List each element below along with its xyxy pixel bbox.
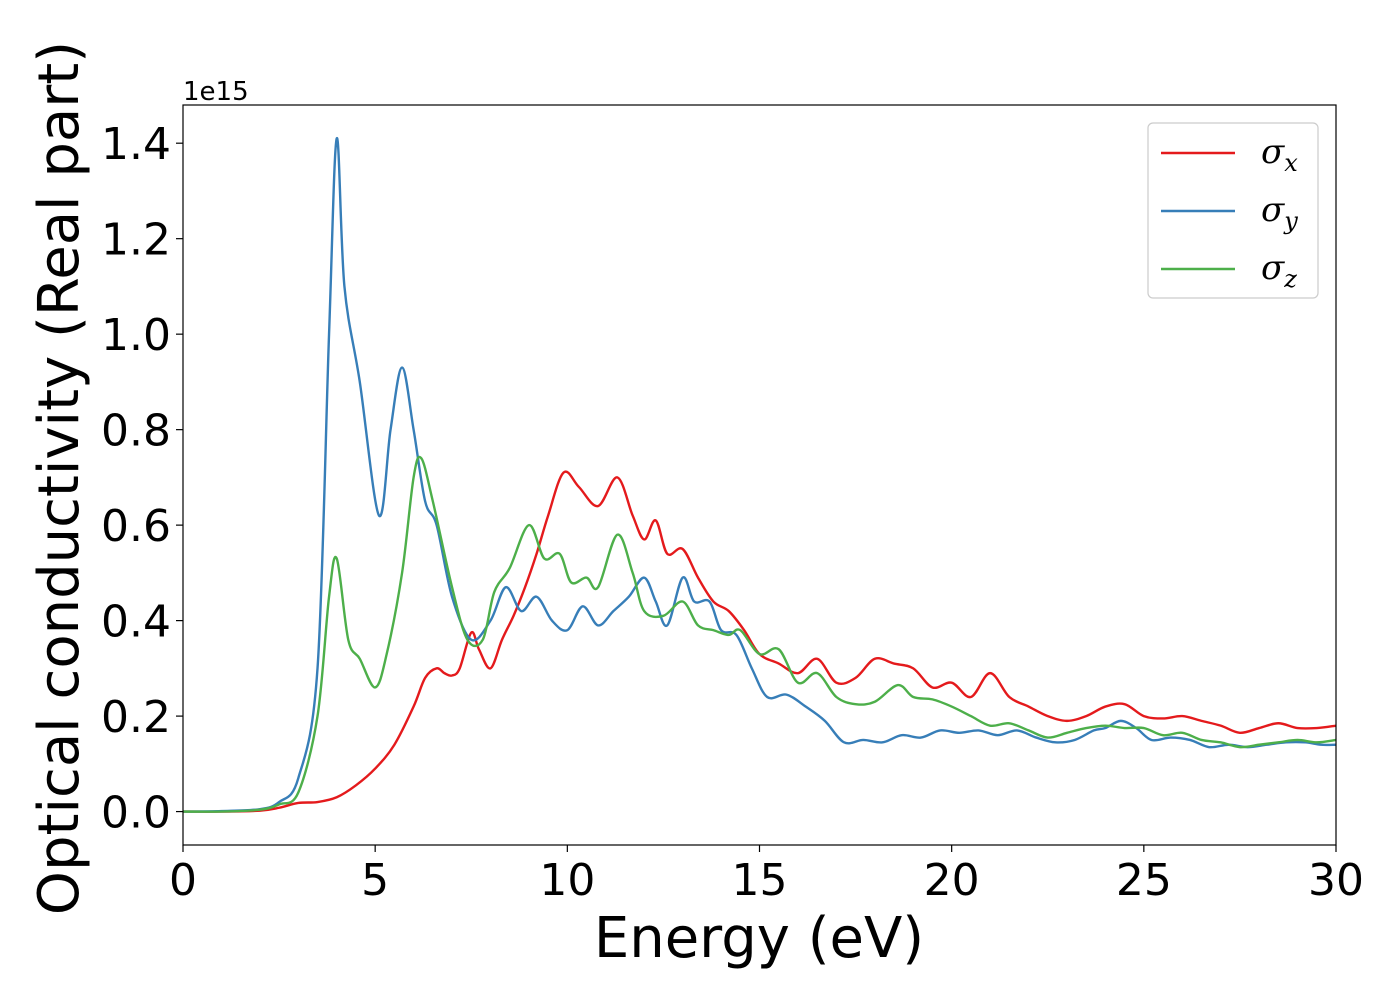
x-axis-ticks: 0 5 10 15 20 25 30 [169, 845, 1364, 906]
legend-label-x: σx [1261, 132, 1298, 177]
series-layer [182, 137, 1337, 813]
series-line-x [182, 470, 1337, 813]
x-tick-label: 10 [539, 855, 595, 906]
y-axis-ticks: 0.0 0.2 0.4 0.6 0.8 1.0 1.2 1.4 [101, 119, 183, 839]
y-tick-label: 0.0 [101, 788, 171, 839]
series-line-z [182, 455, 1337, 813]
y-tick-label: 0.6 [101, 501, 171, 552]
x-tick-label: 30 [1308, 855, 1364, 906]
y-tick-label: 1.4 [101, 119, 171, 170]
x-tick-label: 5 [361, 855, 389, 906]
y-offset-label: 1e15 [183, 77, 249, 107]
x-tick-label: 20 [924, 855, 980, 906]
x-axis-label: Energy (eV) [594, 906, 924, 971]
x-tick-label: 0 [169, 855, 197, 906]
y-tick-label: 0.8 [101, 406, 171, 457]
y-tick-label: 0.4 [101, 597, 171, 648]
y-tick-label: 1.2 [101, 215, 171, 266]
x-tick-label: 25 [1116, 855, 1172, 906]
y-axis-label: Optical conductivity (Real part) [27, 41, 92, 915]
series-line-y [182, 137, 1337, 813]
legend-label-z: σz [1261, 248, 1297, 293]
legend: σx σy σz [1147, 122, 1319, 299]
y-tick-label: 0.2 [101, 692, 171, 743]
legend-label-y: σy [1261, 190, 1298, 235]
x-tick-label: 15 [732, 855, 788, 906]
y-tick-label: 1.0 [101, 310, 171, 361]
